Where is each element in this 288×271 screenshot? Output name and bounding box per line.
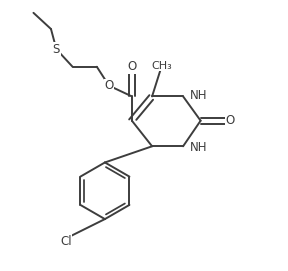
Text: O: O — [225, 114, 234, 127]
Text: O: O — [104, 79, 113, 92]
Text: Cl: Cl — [60, 235, 72, 248]
Text: O: O — [127, 60, 137, 73]
Text: CH₃: CH₃ — [151, 61, 172, 71]
Text: NH: NH — [190, 89, 207, 102]
Text: NH: NH — [190, 141, 207, 154]
Text: S: S — [53, 43, 60, 56]
